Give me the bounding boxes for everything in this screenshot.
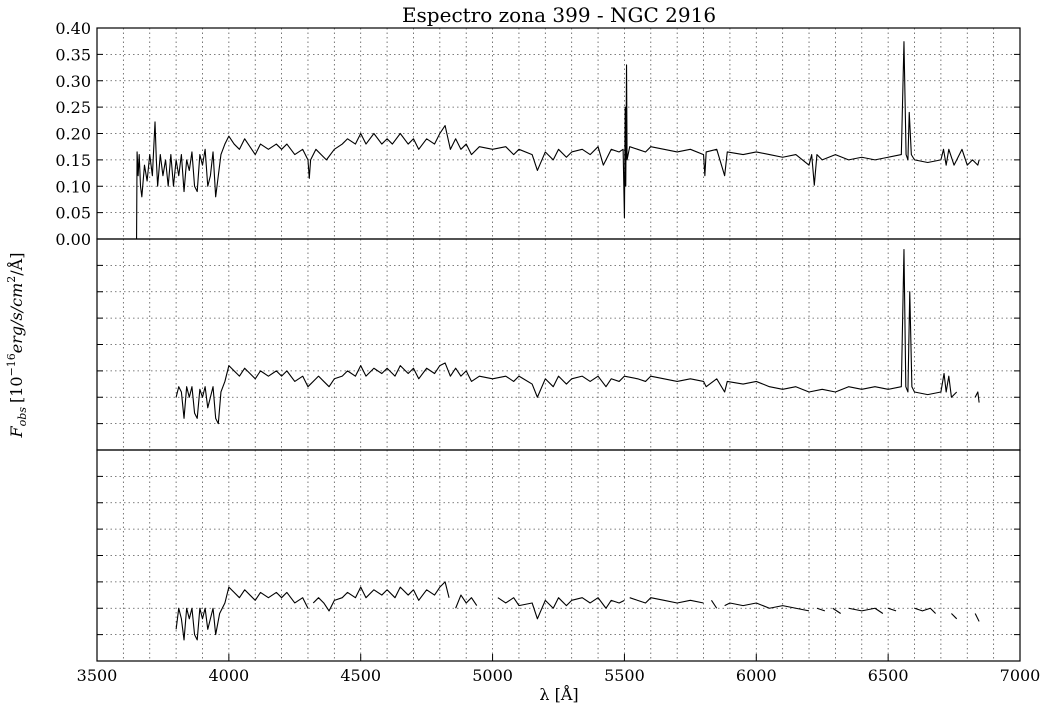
- y-tick-label: 0.05: [55, 204, 91, 223]
- panel-frame: [96, 27, 1021, 240]
- y-tick-label: 0.35: [55, 45, 91, 64]
- y-tick-label: 0.10: [55, 177, 91, 196]
- spectrum-line-residual: [497, 597, 625, 620]
- spectrum-line-residual: [848, 607, 884, 614]
- panel-observed: [96, 27, 1021, 240]
- panel-frame: [96, 238, 1021, 451]
- y-tick-label: 0.20: [55, 125, 91, 144]
- spectrum-panels: [96, 27, 1021, 662]
- panel-model: [96, 238, 1021, 451]
- x-axis-ticks: 3500 4000 4500 5000 5500 6000 6500 7000: [77, 654, 1041, 685]
- x-tick-label: 6000: [736, 666, 777, 685]
- y-tick-label: 0.15: [55, 151, 91, 170]
- spectrum-line-residual: [951, 613, 958, 620]
- spectrum-line-model: [175, 249, 958, 425]
- x-tick-label: 4000: [208, 666, 249, 685]
- spectrum-line-residual: [312, 581, 450, 612]
- spectrum-line-residual: [724, 602, 810, 612]
- spectrum-line-residual: [175, 586, 309, 641]
- x-tick-label: 3500: [77, 666, 118, 685]
- y-label-prefix: [10: [7, 376, 26, 403]
- y-label-units-exponent: 2: [5, 276, 18, 283]
- spectrum-line-residual: [832, 607, 841, 614]
- x-axis-label: λ [Å]: [539, 684, 578, 704]
- x-tick-label: 7000: [1000, 666, 1041, 685]
- y-label-subscript: obs: [16, 407, 29, 427]
- spectrum-line-observed: [136, 41, 980, 239]
- y-label-exponent: −16: [5, 353, 18, 376]
- spectrum-line-residual: [816, 607, 826, 612]
- y-tick-label: 0.00: [55, 230, 91, 249]
- y-label-symbol: F: [7, 425, 26, 438]
- chart-title: Espectro zona 399 - NGC 2916: [402, 3, 716, 27]
- spectrum-line-residual: [974, 613, 980, 622]
- spectrum-line-residual: [629, 597, 704, 604]
- spectrum-line-residual: [455, 594, 478, 609]
- x-tick-label: 4500: [340, 666, 381, 685]
- spectrum-line-model: [974, 391, 980, 403]
- y-axis-ticks: 0.00 0.05 0.10 0.15 0.20 0.25 0.30 0.35 0.40: [55, 19, 91, 249]
- y-label-suffix: /Å]: [6, 253, 26, 276]
- y-tick-label: 0.40: [55, 19, 91, 38]
- y-axis-label: Fobs [10−16erg/s/cm2/Å]: [5, 253, 29, 439]
- y-tick-label: 0.30: [55, 72, 91, 91]
- y-tick-label: 0.25: [55, 98, 91, 117]
- y-label-units: erg/s/cm: [7, 283, 26, 353]
- x-tick-label: 5000: [472, 666, 513, 685]
- spectrum-line-residual: [887, 607, 897, 612]
- spectrum-line-residual: [710, 600, 718, 609]
- x-tick-label: 5500: [604, 666, 645, 685]
- spectrum-line-residual: [914, 607, 936, 614]
- panel-frame: [96, 449, 1021, 662]
- x-tick-label: 6500: [868, 666, 909, 685]
- panel-residual: [96, 449, 1021, 662]
